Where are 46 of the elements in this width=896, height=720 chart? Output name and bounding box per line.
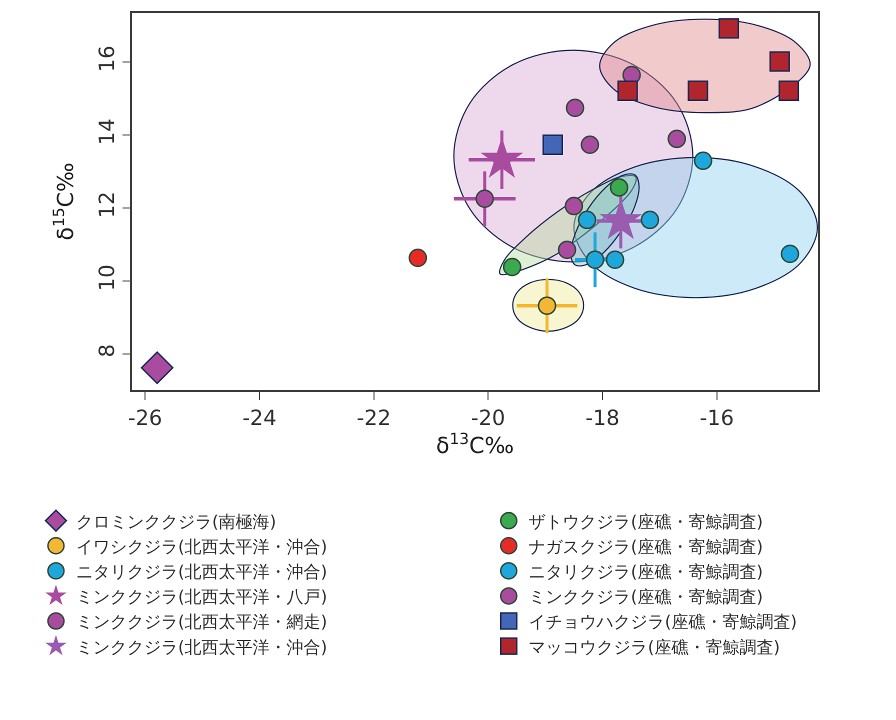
- y-tick-label: 16: [94, 45, 119, 72]
- legend-label: イチョウハクジラ(座礁・寄鯨調査): [528, 612, 797, 633]
- point: [668, 130, 686, 148]
- point: [688, 80, 708, 101]
- point: [778, 80, 800, 101]
- point: [578, 210, 596, 230]
- point: [542, 134, 563, 155]
- point: [586, 250, 604, 269]
- y-tick-label: 10: [94, 264, 119, 292]
- point: [606, 250, 624, 269]
- legend-label: イワシクジラ(北西太平洋・沖合): [76, 537, 328, 558]
- point: [408, 248, 428, 268]
- point: [617, 80, 638, 101]
- point: [694, 152, 712, 170]
- x-tick-label: -22: [356, 406, 391, 430]
- y-tick-label: 14: [94, 118, 119, 146]
- x-tick-label: -26: [128, 406, 162, 430]
- point: [610, 178, 628, 197]
- legend-label: ミンククジラ(座礁・寄鯨調査): [528, 588, 763, 608]
- y-tick-label: 12: [94, 191, 119, 218]
- point: [502, 258, 522, 276]
- y-tick-label: 8: [94, 344, 119, 358]
- x-tick-label: -20: [470, 406, 506, 430]
- point: [558, 240, 576, 260]
- x-axis-title: δ$^{13}$C‰: [436, 430, 514, 460]
- point: [566, 98, 584, 118]
- legend-label: クロミンククジラ(南極海): [76, 512, 276, 532]
- point: [640, 210, 660, 230]
- x-tick-label: -18: [585, 406, 620, 430]
- point: [140, 351, 174, 384]
- point: [564, 196, 584, 216]
- point: [769, 51, 790, 72]
- legend-label: ニタリクジラ(座礁・寄鯨調査): [528, 562, 763, 582]
- point: [475, 190, 494, 208]
- legend-label: ナガスクジラ(座礁・寄鯨調査): [528, 537, 763, 558]
- x-tick-label: -16: [700, 406, 734, 430]
- legend-label: ザトウクジラ(座礁・寄鯨調査): [528, 512, 763, 532]
- x-tick-label: -24: [242, 406, 277, 430]
- legend-label: ミンククジラ(北西太平洋・沖合): [76, 638, 328, 658]
- point: [718, 18, 740, 39]
- legend-label: ミンククジラ(北西太平洋・網走): [76, 612, 328, 633]
- legend-label: マッコウクジラ(座礁・寄鯨調査): [528, 638, 780, 658]
- point: [580, 136, 600, 154]
- legend-label: ニタリクジラ(北西太平洋・沖合): [76, 562, 328, 582]
- legend-label: ミンククジラ(北西太平洋・八戸): [76, 588, 328, 608]
- point: [780, 244, 800, 264]
